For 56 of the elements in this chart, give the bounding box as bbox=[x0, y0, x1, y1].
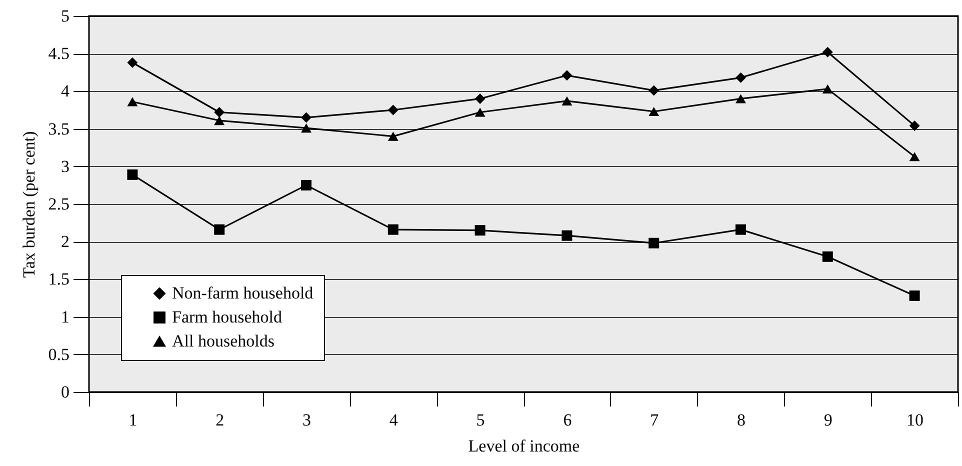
x-tick-label: 5 bbox=[476, 410, 485, 430]
y-tick-label: 3.5 bbox=[48, 119, 70, 138]
point bbox=[388, 132, 398, 141]
point bbox=[648, 106, 660, 116]
y-tick-label: 0 bbox=[61, 382, 70, 402]
point bbox=[736, 72, 746, 83]
point bbox=[301, 124, 312, 133]
point bbox=[736, 94, 746, 104]
y-tick-label: 3 bbox=[61, 156, 70, 176]
point bbox=[388, 104, 398, 116]
y-tick-label: 1.5 bbox=[48, 270, 70, 289]
point bbox=[562, 96, 572, 106]
point bbox=[822, 251, 833, 262]
point bbox=[562, 70, 572, 81]
x-axis-title: Level of income bbox=[468, 436, 580, 456]
x-tick-label: 6 bbox=[563, 410, 572, 430]
point bbox=[388, 224, 398, 235]
y-tick-label: 2.5 bbox=[48, 194, 70, 214]
x-tick-label: 8 bbox=[737, 410, 746, 430]
y-tick-label: 0.5 bbox=[48, 344, 70, 364]
point bbox=[562, 230, 572, 241]
point bbox=[214, 116, 225, 126]
y-tick-label: 1 bbox=[61, 307, 70, 326]
point bbox=[474, 225, 486, 236]
point bbox=[909, 152, 920, 162]
point bbox=[736, 224, 746, 235]
point bbox=[822, 46, 833, 58]
x-tick-label: 9 bbox=[824, 410, 832, 430]
legend-label: All households bbox=[172, 332, 274, 350]
point bbox=[909, 120, 920, 132]
legend-label: Non-farm household bbox=[172, 284, 314, 302]
x-tick-label: 1 bbox=[128, 410, 138, 430]
point bbox=[474, 108, 486, 117]
y-tick-label: 4 bbox=[61, 82, 70, 101]
y-axis-title: Tax burden (per cent) bbox=[19, 131, 38, 278]
point bbox=[822, 84, 833, 94]
point bbox=[648, 238, 660, 248]
point bbox=[214, 107, 225, 118]
point bbox=[127, 57, 138, 68]
point bbox=[301, 112, 312, 123]
point bbox=[127, 97, 138, 106]
point bbox=[648, 85, 660, 96]
y-tick-label: 2 bbox=[61, 232, 70, 252]
y-tick-label: 5 bbox=[61, 6, 70, 26]
point bbox=[474, 93, 486, 104]
point bbox=[127, 169, 138, 180]
legend-label: Farm household bbox=[172, 308, 283, 326]
y-tick-label: 4.5 bbox=[48, 44, 70, 64]
x-tick-label: 4 bbox=[389, 410, 398, 430]
x-tick-label: 10 bbox=[906, 410, 924, 430]
point bbox=[909, 290, 920, 301]
x-tick-label: 7 bbox=[650, 410, 660, 430]
point bbox=[301, 180, 312, 190]
point bbox=[214, 224, 225, 235]
x-tick-label: 2 bbox=[216, 410, 224, 430]
x-tick-label: 3 bbox=[302, 410, 311, 430]
